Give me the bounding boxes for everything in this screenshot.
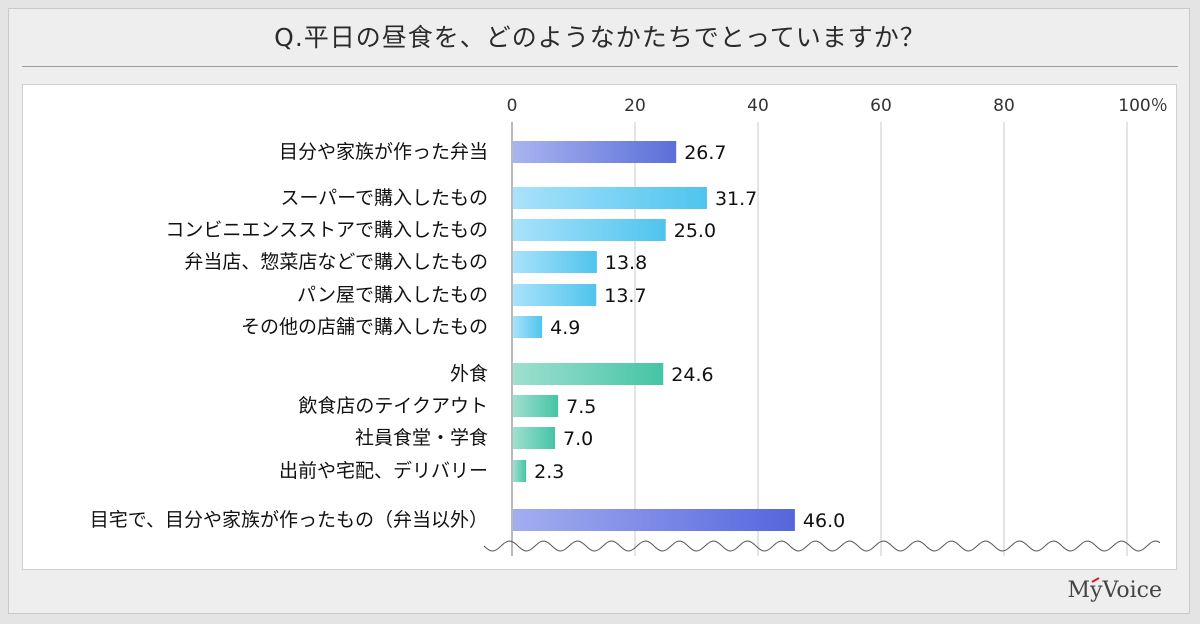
chart-title: Q.平日の昼食を、どのようなかたちでとっていますか？ (274, 23, 926, 52)
category-label: 目分や家族が作った弁当 (279, 141, 488, 163)
bar (513, 219, 666, 241)
x-tick-label: 40 (747, 96, 769, 116)
bar (513, 395, 559, 417)
myvoice-logo: MyVoice (1067, 578, 1162, 603)
category-label: 弁当店、惣菜店などで購入したもの (184, 251, 488, 273)
category-label: パン屋で購入したもの (297, 284, 488, 306)
title-divider (22, 66, 1178, 67)
bar (513, 509, 795, 531)
value-label: 7.0 (563, 428, 593, 450)
x-tick-label: 0 (507, 96, 518, 116)
category-label: 社員食堂・学食 (355, 427, 488, 449)
value-label: 13.8 (605, 252, 647, 274)
bar (513, 363, 664, 385)
logo-accent-icon (1091, 577, 1100, 583)
value-label: 25.0 (674, 220, 716, 242)
category-label: 外食 (450, 363, 488, 385)
value-label: 24.6 (671, 364, 713, 386)
bar (513, 141, 677, 163)
category-label: スーパーで購入したもの (280, 187, 488, 209)
bar (513, 427, 556, 449)
value-label: 13.7 (604, 285, 646, 307)
category-label: コンビニエンスストアで購入したもの (165, 219, 488, 241)
axis-break-wave (483, 540, 1161, 552)
value-label: 46.0 (803, 510, 845, 532)
x-tick-label: 20 (624, 96, 646, 116)
bar (513, 187, 707, 209)
value-label: 26.7 (684, 142, 726, 164)
category-label: その他の店舗で購入したもの (241, 316, 488, 338)
category-label: 出前や宅配、デリバリー (279, 460, 488, 482)
category-label: 目宅で、目分や家族が作ったもの（弁当以外） (90, 509, 488, 531)
value-label: 7.5 (566, 396, 596, 418)
bar (513, 460, 527, 482)
category-label: 飲食店のテイクアウト (298, 395, 488, 417)
x-tick-label: 100％ (1118, 96, 1167, 116)
value-label: 2.3 (534, 461, 564, 483)
bar (513, 316, 543, 338)
bar (513, 284, 597, 306)
bar (513, 251, 597, 273)
plot-panel (22, 84, 1177, 570)
value-label: 31.7 (715, 188, 757, 210)
x-tick-label: 80 (993, 96, 1015, 116)
value-label: 4.9 (550, 317, 580, 339)
x-tick-label: 60 (870, 96, 892, 116)
